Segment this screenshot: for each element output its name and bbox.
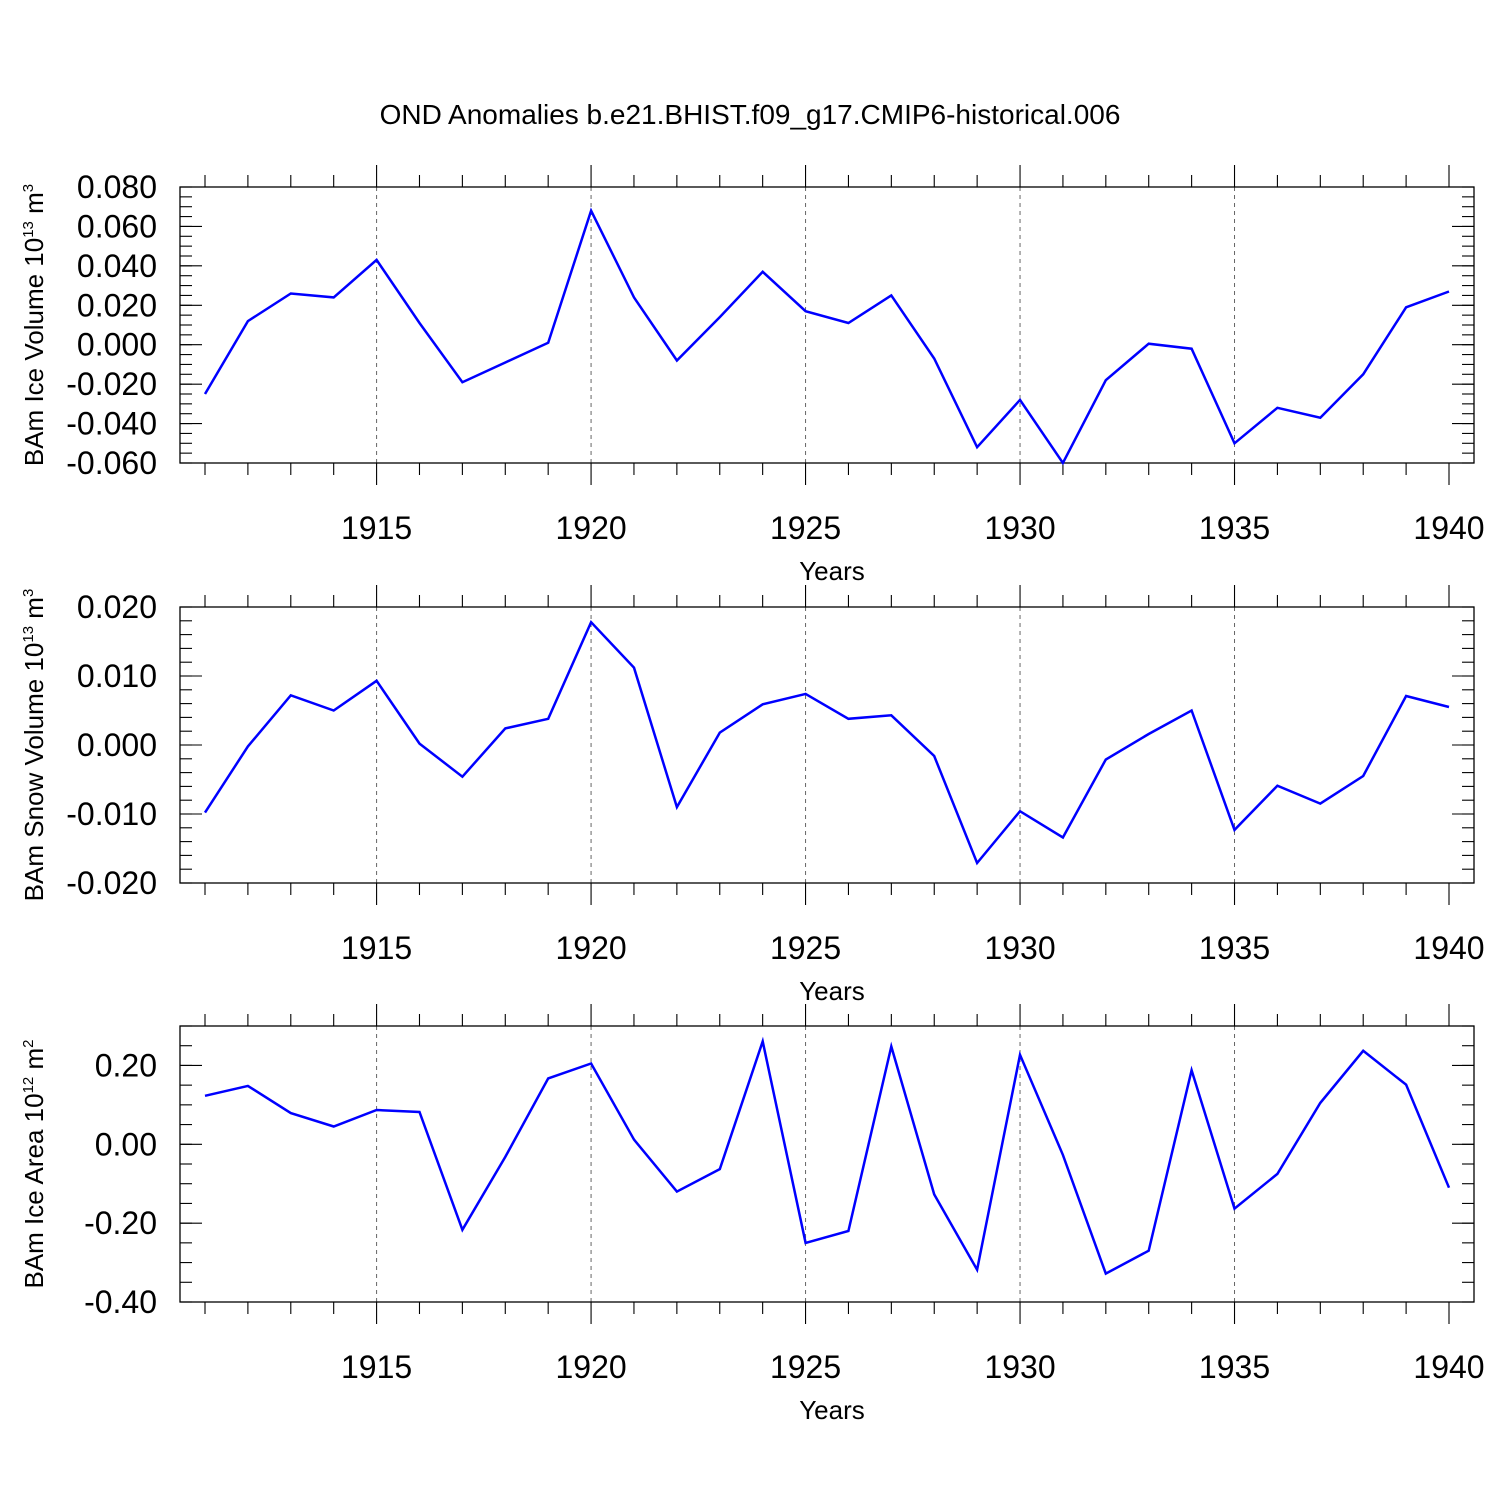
x-tick-label-1940: 1940 [1413, 1349, 1484, 1385]
y-tick-label: -0.020 [66, 865, 157, 901]
y-tick-label: 0.00 [95, 1126, 157, 1162]
y-tick-label: -0.020 [66, 366, 157, 402]
chart-title: OND Anomalies b.e21.BHIST.f09_g17.CMIP6-… [380, 99, 1121, 130]
x-axis-title: Years [799, 1395, 865, 1425]
x-tick-label-1915: 1915 [341, 510, 412, 546]
plot-frame [179, 1025, 1475, 1303]
panel-1: 1915 1920 1925 1930 1935 1940 -0.060-0.040 -0.0… [19, 165, 1485, 586]
plot-frame [179, 186, 1475, 464]
x-tick-label-1935: 1935 [1199, 510, 1270, 546]
x-tick-label-1915: 1915 [341, 930, 412, 966]
y-tick-label: -0.40 [84, 1284, 157, 1320]
x-tick-label-1915: 1915 [341, 1349, 412, 1385]
y-tick-label: -0.040 [66, 406, 157, 442]
y-axis-title: BAm Ice Area 1012 m2 [19, 1039, 49, 1288]
x-tick-label-1930: 1930 [984, 510, 1055, 546]
y-tick-label: 0.000 [77, 327, 157, 363]
x-tick-label-1940: 1940 [1413, 930, 1484, 966]
x-tick-label-1935: 1935 [1199, 1349, 1270, 1385]
y-tick-label: -0.010 [66, 796, 157, 832]
x-tick-label-1940: 1940 [1413, 510, 1484, 546]
x-tick-label-1920: 1920 [555, 510, 626, 546]
x-axis-title: Years [799, 976, 865, 1006]
y-axis-title: BAm Ice Volume 1013 m3 [19, 184, 49, 466]
panel-3: 1915 1920 1925 1930 1935 1940 -0.40 -0.20 0.00 0.… [19, 1004, 1485, 1425]
x-tick-label-1935: 1935 [1199, 930, 1270, 966]
y-tick-label: 0.020 [77, 589, 157, 625]
y-tick-label: 0.010 [77, 658, 157, 694]
y-tick-label: 0.060 [77, 208, 157, 244]
y-tick-label: -0.20 [84, 1205, 157, 1241]
chart-panels: 1915 1920 1925 1930 1935 1940 -0.060-0.040 -0.0… [19, 165, 1485, 1425]
plot-frame [179, 606, 1475, 884]
x-tick-label-1925: 1925 [770, 1349, 841, 1385]
x-tick-label-1925: 1925 [770, 510, 841, 546]
x-tick-label-1920: 1920 [555, 930, 626, 966]
y-tick-label: 0.20 [95, 1047, 157, 1083]
x-tick-label-1920: 1920 [555, 1349, 626, 1385]
series-line-bam-snow-volume [203, 619, 1450, 866]
x-axis-title: Years [799, 556, 865, 586]
x-tick-label-1930: 1930 [984, 930, 1055, 966]
panel-2: 1915 1920 1925 1930 1935 1940 -0.020 -0.010 0.00… [19, 585, 1485, 1006]
y-tick-label: 0.020 [77, 287, 157, 323]
y-tick-label: 0.000 [77, 727, 157, 763]
y-tick-label: 0.040 [77, 248, 157, 284]
y-tick-label: -0.060 [66, 445, 157, 481]
series-line-bam-ice-area [204, 1036, 1451, 1276]
x-tick-label-1925: 1925 [770, 930, 841, 966]
x-tick-label-1930: 1930 [984, 1349, 1055, 1385]
y-tick-label: 0.080 [77, 169, 157, 205]
y-axis-title: BAm Snow Volume 1013 m3 [19, 589, 49, 902]
series-line-bam-ice-volume [203, 207, 1450, 466]
